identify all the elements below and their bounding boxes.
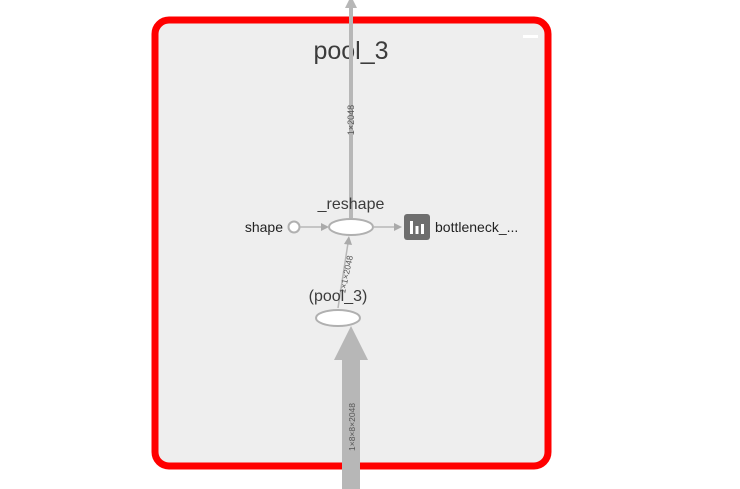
edge-bottom-in xyxy=(334,326,368,489)
pool3-op-node[interactable] xyxy=(315,309,361,327)
pool3-op-label: (pool_3) xyxy=(309,288,368,305)
collapse-group-icon[interactable] xyxy=(523,35,538,38)
arrowhead-shape xyxy=(321,223,329,231)
bottleneck-label: bottleneck_... xyxy=(435,219,518,235)
edge-label-bottom: 1×8×8×2048 xyxy=(347,403,357,451)
shape-const-node[interactable] xyxy=(287,220,301,234)
edge-pool-to-reshape xyxy=(337,236,352,309)
summary-bar-chart-icon[interactable] xyxy=(404,214,430,240)
arrowhead-bottleneck xyxy=(394,223,402,231)
shape-label: shape xyxy=(245,219,283,235)
reshape-label: _reshape xyxy=(317,196,385,213)
edge-label-top: 1×2048 xyxy=(346,105,356,135)
edge-top-out xyxy=(345,0,357,218)
reshape-node[interactable] xyxy=(328,218,374,236)
